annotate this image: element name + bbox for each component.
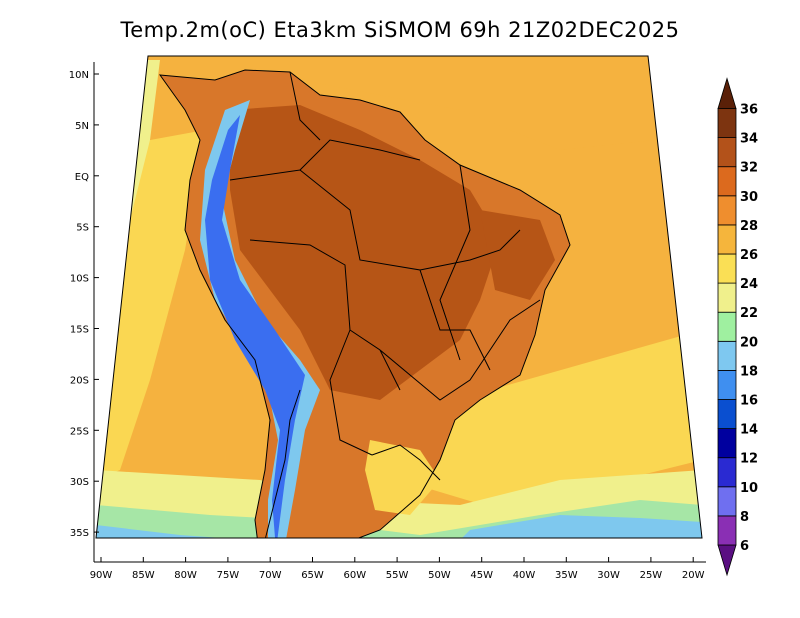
colorbar-segment — [717, 399, 737, 430]
lat-tick-label: 10N — [69, 70, 89, 81]
colorbar-segment — [717, 253, 737, 284]
lon-tick-label: 25W — [640, 570, 663, 581]
border-line — [249, 239, 401, 391]
colorbar-label: 32 — [740, 161, 758, 176]
colorbar-segment — [717, 195, 737, 226]
colorbar-label: 12 — [740, 452, 758, 467]
colorbar-segment — [717, 486, 737, 517]
colorbar-label: 14 — [740, 423, 758, 438]
lat-tick-label: EQ — [75, 172, 89, 183]
atlantic-mild-area — [400, 330, 702, 510]
lat-tick-label: 5S — [76, 223, 89, 234]
colorbar-label: 26 — [740, 248, 758, 263]
border-line — [259, 389, 301, 538]
colorbar-high-arrow — [717, 77, 737, 109]
latitude-ticks: 10N 5N EQ 5S 10S 15S 20S 25S 30S 35S — [69, 70, 99, 539]
amazon-hot-zone — [230, 105, 500, 400]
border-line — [419, 229, 521, 271]
border-line — [379, 299, 541, 401]
lon-tick-label: 50W — [428, 570, 451, 581]
lon-tick-label: 55W — [386, 570, 409, 581]
lon-tick-label: 85W — [132, 570, 155, 581]
colorbar-low-arrow — [717, 544, 737, 577]
lon-tick-label: 65W — [301, 570, 324, 581]
colorbar-label: 36 — [740, 103, 758, 118]
lon-tick-label: 90W — [90, 570, 113, 581]
lon-tick-label: 60W — [343, 570, 366, 581]
southern-coldest-band — [96, 525, 250, 538]
lat-tick-label: 30S — [70, 477, 89, 488]
lon-tick-label: 20W — [682, 570, 705, 581]
lon-tick-label: 40W — [513, 570, 536, 581]
temperature-field — [96, 56, 702, 538]
map-frame — [95, 55, 703, 539]
border-line — [439, 164, 471, 361]
northeast-hot-zone — [480, 210, 555, 300]
colorbar-segment — [717, 457, 737, 488]
colorbar-label: 8 — [740, 510, 749, 525]
lon-tick-label: 70W — [259, 570, 282, 581]
colorbar-segment — [717, 340, 737, 371]
colorbar-segment — [717, 137, 737, 168]
map-title: Temp.2m(oC) Eta3km SiSMOM 69h 21Z02DEC20… — [120, 18, 680, 42]
colorbar: 6 8 10 12 14 16 18 20 22 24 26 28 30 32 34 36 — [717, 77, 758, 577]
colorbar-label: 18 — [740, 364, 758, 379]
colorbar-segment — [717, 311, 737, 342]
colorbar-label: 30 — [740, 190, 758, 205]
lat-tick-label: 20S — [70, 375, 89, 386]
colorbar-segment — [717, 428, 737, 459]
country-borders — [158, 69, 571, 538]
colorbar-segment — [717, 224, 737, 255]
colorbar-segment — [717, 166, 737, 197]
border-line — [299, 139, 421, 171]
colorbar-segment — [717, 282, 737, 313]
andes-coldest-core — [205, 115, 305, 538]
lon-tick-label: 35W — [555, 570, 578, 581]
border-line — [371, 444, 441, 481]
colorbar-segment — [717, 108, 737, 139]
border-line — [229, 169, 491, 371]
colorbar-label: 16 — [740, 394, 758, 409]
ocean-north-warm — [140, 56, 655, 150]
longitude-ticks: 90W 85W 80W 75W 70W 65W 60W 55W 50W 45W 40W 35W 30W 2… — [90, 557, 705, 581]
colorbar-label: 28 — [740, 219, 758, 234]
colorbar-label: 20 — [740, 335, 758, 350]
lat-tick-label: 35S — [70, 528, 89, 539]
colorbar-label: 10 — [740, 481, 758, 496]
colorbar-label: 22 — [740, 306, 758, 321]
lon-tick-label: 45W — [470, 570, 493, 581]
lon-tick-label: 30W — [597, 570, 620, 581]
border-line — [329, 329, 373, 456]
lat-tick-label: 5N — [75, 121, 89, 132]
lat-tick-label: 25S — [70, 426, 89, 437]
border-line — [289, 71, 321, 141]
coastline — [158, 69, 571, 538]
colorbar-segment — [717, 369, 737, 400]
lat-tick-label: 15S — [70, 325, 89, 336]
colorbar-label: 24 — [740, 277, 758, 292]
colorbar-segment — [717, 515, 737, 546]
colorbar-label: 6 — [740, 539, 749, 554]
lon-tick-label: 75W — [217, 570, 240, 581]
uruguay-south-mild — [365, 440, 440, 515]
lon-tick-label: 80W — [174, 570, 197, 581]
colorbar-label: 34 — [740, 132, 758, 147]
southern-coldest-band-east — [460, 515, 702, 538]
lat-tick-label: 10S — [70, 274, 89, 285]
